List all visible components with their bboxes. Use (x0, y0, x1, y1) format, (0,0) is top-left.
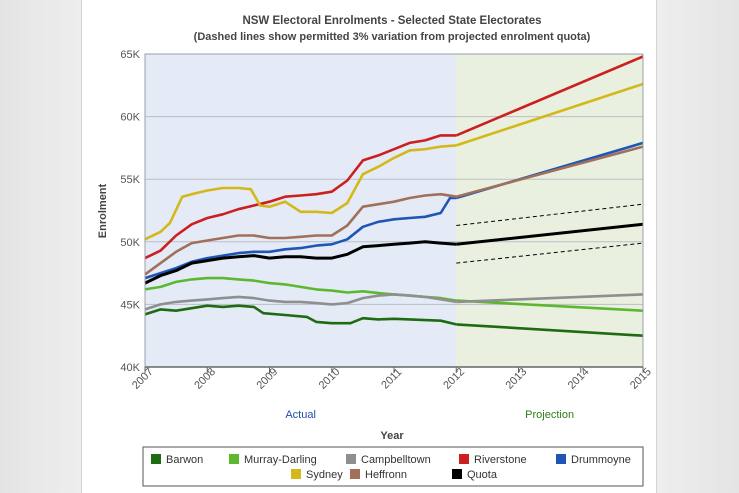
region-label-projection: Projection (525, 409, 574, 421)
series-line-heffronn (144, 192, 457, 276)
x-axis-title: Year (380, 430, 404, 442)
series-projection-campbelltown (456, 293, 644, 304)
series-line-sydney (144, 144, 457, 241)
series-projection-murray-darling (456, 299, 644, 312)
series-line-campbelltown (144, 293, 457, 311)
y-tick-label: 45K (120, 299, 140, 311)
y-tick-label: 40K (120, 362, 140, 374)
right-background-shade (656, 0, 739, 493)
x-tick-label: 2008 (192, 366, 218, 392)
legend-label-campbelltown: Campbelltown (361, 454, 431, 466)
legend: Barwon Murray-Darling Campbelltown Riversto… (142, 446, 644, 487)
legend-label-murray-darling: Murray-Darling (244, 454, 317, 466)
y-tick-label: 60K (120, 112, 140, 124)
x-tick-label: 2009 (254, 366, 280, 392)
legend-swatch-sydney (291, 469, 301, 479)
series-line-riverstone (144, 134, 457, 260)
series-projection-riverstone (455, 55, 644, 137)
chart-title: NSW Electoral Enrolments - Selected Stat… (242, 15, 541, 27)
series-projection-quota (456, 222, 644, 246)
legend-label-sydney: Sydney (306, 469, 343, 481)
axes (144, 53, 644, 373)
x-tick-label: 2012 (441, 366, 467, 392)
y-axis-title: Enrolment (97, 183, 109, 238)
left-background-shade (0, 0, 82, 493)
region-label-actual: Actual (285, 409, 316, 421)
x-tick-label: 2011 (379, 366, 404, 391)
legend-label-barwon: Barwon (166, 454, 203, 466)
legend-label-riverstone: Riverstone (474, 454, 527, 466)
x-tick-label: 2015 (628, 366, 654, 392)
band-line-quota-3 (456, 242, 644, 264)
x-tick-label: 2013 (503, 366, 529, 392)
series-projection-barwon (456, 323, 644, 337)
y-tick-labels: 40K 45K 50K 55K 60K 65K (120, 49, 140, 374)
legend-label-drummoyne: Drummoyne (571, 454, 631, 466)
series-projection-sydney (455, 82, 644, 147)
quota-variation-bands (456, 203, 644, 264)
legend-box (142, 446, 644, 487)
legend-swatch-quota (452, 469, 462, 479)
band-line-quota-3 (456, 203, 644, 226)
series-projection-heffronn (455, 145, 644, 198)
x-tick-labels: 2007 2008 2009 2010 2011 2012 2013 2014 2015 (130, 366, 654, 392)
y-tick-label: 50K (120, 237, 140, 249)
legend-label-quota: Quota (467, 469, 498, 481)
y-tick-label: 55K (120, 174, 140, 186)
series-line-quota (144, 240, 457, 285)
x-tick-label: 2010 (317, 366, 343, 392)
legend-swatch-drummoyne (556, 454, 566, 464)
series-line-drummoyne (144, 196, 457, 280)
x-tick-label: 2014 (566, 366, 592, 392)
legend-swatch-riverstone (459, 454, 469, 464)
region-labels: Actual Projection (285, 409, 574, 421)
region-backgrounds (145, 54, 643, 367)
series-lines (144, 55, 644, 337)
chart-subtitle: (Dashed lines show permitted 3% variatio… (194, 31, 591, 43)
legend-swatch-campbelltown (346, 454, 356, 464)
region-projection (456, 54, 643, 367)
legend-swatch-heffronn (350, 469, 360, 479)
y-tick-label: 65K (120, 49, 140, 61)
legend-swatch-barwon (151, 454, 161, 464)
series-line-barwon (144, 304, 457, 326)
legend-swatch-murray-darling (229, 454, 239, 464)
legend-label-heffronn: Heffronn (365, 469, 407, 481)
